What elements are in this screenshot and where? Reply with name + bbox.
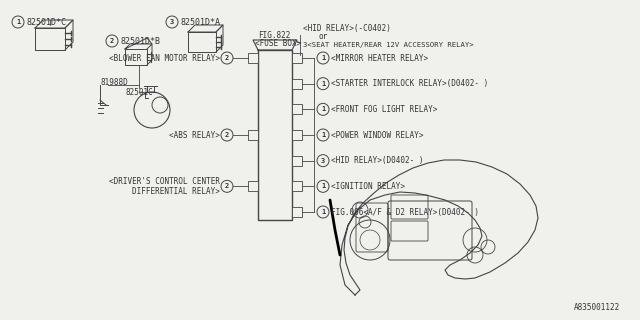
Text: 1: 1 [321, 81, 325, 87]
Text: or: or [318, 31, 327, 41]
Text: <DRIVER'S CONTROL CENTER: <DRIVER'S CONTROL CENTER [109, 177, 220, 186]
Text: 2: 2 [225, 132, 229, 138]
Text: 82501C: 82501C [125, 87, 153, 97]
Bar [248, 53, 258, 63]
Text: 3: 3 [321, 158, 325, 164]
Bar [248, 130, 258, 140]
Text: A835001122: A835001122 [573, 303, 620, 312]
Text: <POWER WINDOW RELAY>: <POWER WINDOW RELAY> [331, 131, 424, 140]
Bar [292, 156, 302, 166]
Text: 1: 1 [321, 209, 325, 215]
Text: 1: 1 [321, 183, 325, 189]
Bar [292, 53, 302, 63]
Text: <FRONT FOG LIGHT RELAY>: <FRONT FOG LIGHT RELAY> [331, 105, 437, 114]
Text: 1: 1 [321, 106, 325, 112]
Text: FIG.096<A/F & D2 RELAY>(D0402- ): FIG.096<A/F & D2 RELAY>(D0402- ) [331, 207, 479, 217]
Bar [292, 104, 302, 114]
Bar [258, 50, 292, 220]
Text: 81988D: 81988D [100, 77, 128, 86]
Text: <IGNITION RELAY>: <IGNITION RELAY> [331, 182, 405, 191]
Text: DIFFERENTIAL RELAY>: DIFFERENTIAL RELAY> [132, 187, 220, 196]
Bar [292, 79, 302, 89]
Bar [188, 32, 216, 52]
Bar [292, 130, 302, 140]
Text: 2: 2 [225, 55, 229, 61]
Text: <FUSE BOX>: <FUSE BOX> [255, 38, 301, 47]
Text: <HID RELAY>(D0402- ): <HID RELAY>(D0402- ) [331, 156, 424, 165]
Text: 82501D*A: 82501D*A [180, 18, 220, 27]
Bar [35, 28, 65, 50]
Text: 1: 1 [321, 55, 325, 61]
Bar [248, 181, 258, 191]
Text: <STARTER INTERLOCK RELAY>(D0402- ): <STARTER INTERLOCK RELAY>(D0402- ) [331, 79, 488, 88]
Text: <BLOWER FAN MOTOR RELAY>: <BLOWER FAN MOTOR RELAY> [109, 53, 220, 62]
Bar [292, 181, 302, 191]
Text: FIG.822: FIG.822 [258, 30, 291, 39]
Text: 1: 1 [16, 19, 20, 25]
Text: 2: 2 [225, 183, 229, 189]
Text: 82501D*B: 82501D*B [120, 36, 160, 45]
Text: 2: 2 [110, 38, 114, 44]
Text: <HID RELAY>(-C0402): <HID RELAY>(-C0402) [303, 23, 391, 33]
Text: <MIRROR HEATER RELAY>: <MIRROR HEATER RELAY> [331, 53, 428, 62]
Text: 3<SEAT HEATER/REAR 12V ACCESSORY RELAY>: 3<SEAT HEATER/REAR 12V ACCESSORY RELAY> [303, 42, 474, 48]
Text: 82501D*C: 82501D*C [26, 18, 66, 27]
Bar [292, 207, 302, 217]
Text: 1: 1 [321, 132, 325, 138]
Text: 3: 3 [170, 19, 174, 25]
Text: <ABS RELAY>: <ABS RELAY> [169, 131, 220, 140]
Bar [125, 49, 147, 65]
